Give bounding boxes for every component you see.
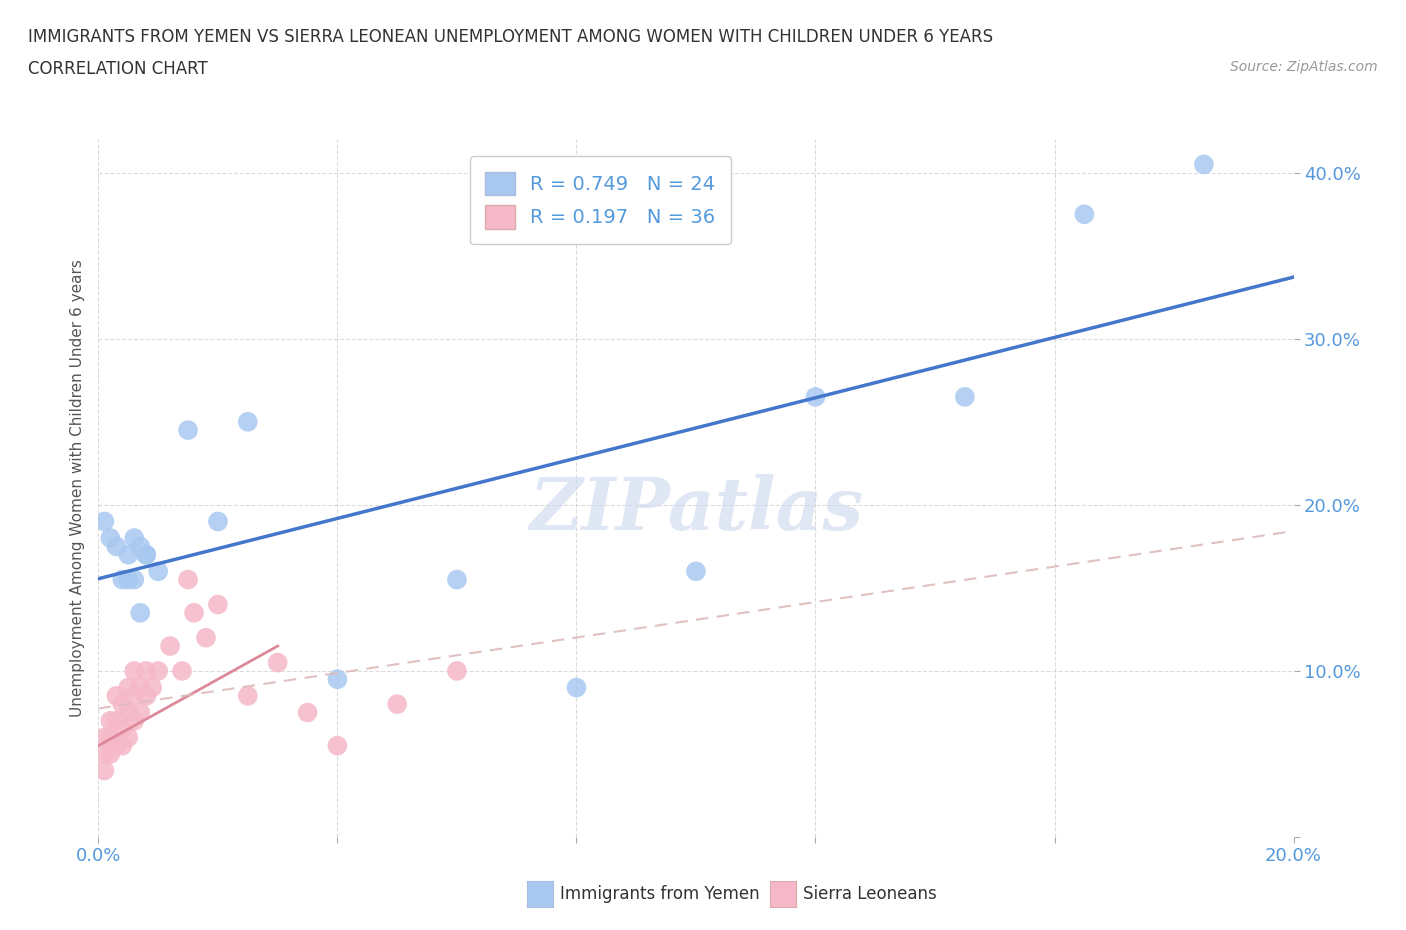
Text: Immigrants from Yemen: Immigrants from Yemen <box>560 884 759 903</box>
Point <box>194 631 218 645</box>
Point <box>117 730 139 745</box>
Point <box>105 713 128 728</box>
Point <box>207 514 229 529</box>
Point <box>135 547 157 562</box>
Point <box>117 705 139 720</box>
Point <box>93 730 115 745</box>
Point <box>111 572 134 587</box>
Y-axis label: Unemployment Among Women with Children Under 6 years: Unemployment Among Women with Children U… <box>69 259 84 717</box>
Text: CORRELATION CHART: CORRELATION CHART <box>28 60 208 78</box>
Point <box>135 663 157 678</box>
Point <box>148 663 170 678</box>
Point <box>117 572 139 587</box>
Point <box>177 422 200 438</box>
Point <box>565 680 588 695</box>
Point <box>172 663 194 678</box>
Legend: R = 0.749   N = 24, R = 0.197   N = 36: R = 0.749 N = 24, R = 0.197 N = 36 <box>470 156 731 245</box>
Point <box>124 688 146 703</box>
Point <box>105 688 128 703</box>
Point <box>111 722 134 737</box>
Point <box>129 705 152 720</box>
Point <box>98 730 122 745</box>
Point <box>159 639 181 654</box>
Point <box>135 688 157 703</box>
Point <box>141 680 163 695</box>
Point <box>385 697 409 711</box>
Text: ZIPatlas: ZIPatlas <box>529 473 863 545</box>
Point <box>446 572 468 587</box>
Point <box>1192 157 1215 172</box>
Text: Sierra Leoneans: Sierra Leoneans <box>803 884 936 903</box>
Point <box>135 547 157 562</box>
Text: IMMIGRANTS FROM YEMEN VS SIERRA LEONEAN UNEMPLOYMENT AMONG WOMEN WITH CHILDREN U: IMMIGRANTS FROM YEMEN VS SIERRA LEONEAN … <box>28 28 993 46</box>
Point <box>117 547 139 562</box>
Point <box>236 415 259 430</box>
Point <box>207 597 229 612</box>
Point <box>98 531 122 546</box>
Point <box>124 531 146 546</box>
Point <box>98 713 122 728</box>
Text: Source: ZipAtlas.com: Source: ZipAtlas.com <box>1230 60 1378 74</box>
Point <box>236 688 259 703</box>
Point <box>93 514 115 529</box>
Point <box>129 680 152 695</box>
Point <box>117 680 139 695</box>
Point <box>124 663 146 678</box>
Point <box>129 605 152 620</box>
Point <box>124 713 146 728</box>
Point <box>93 764 115 778</box>
Point <box>129 539 152 554</box>
Point <box>953 390 976 405</box>
Point <box>105 738 128 753</box>
Point <box>124 572 146 587</box>
Point <box>685 564 707 578</box>
Point <box>326 738 349 753</box>
Point <box>105 539 128 554</box>
Point <box>326 671 349 686</box>
Point <box>446 663 468 678</box>
Point <box>111 697 134 711</box>
Point <box>297 705 319 720</box>
Point <box>804 390 827 405</box>
Point <box>148 564 170 578</box>
Point <box>267 655 290 670</box>
Point <box>177 572 200 587</box>
Point <box>183 605 205 620</box>
Point <box>111 738 134 753</box>
Point <box>98 747 122 762</box>
Point <box>1073 206 1095 221</box>
Point <box>93 747 115 762</box>
